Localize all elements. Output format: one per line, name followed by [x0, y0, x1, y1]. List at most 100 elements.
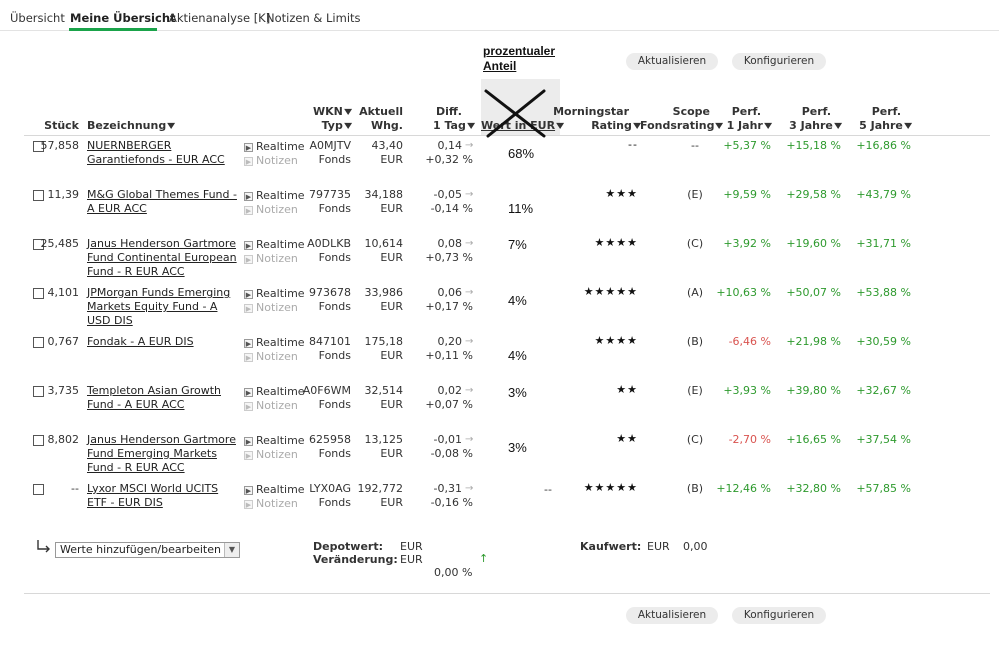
- play-icon: ▶: [244, 500, 253, 509]
- header-divider: [24, 135, 990, 136]
- row-checkbox[interactable]: [33, 141, 44, 152]
- row-diff-abs: 0,06: [437, 286, 463, 299]
- row-whg: EUR: [380, 398, 403, 411]
- configure-button-top[interactable]: Konfigurieren: [732, 53, 826, 70]
- tab-meine-uebersicht[interactable]: Meine Übersicht: [70, 11, 176, 25]
- play-icon: ▶: [244, 388, 253, 397]
- row-checkbox[interactable]: [33, 239, 44, 250]
- fund-name-link[interactable]: NUERNBERGER Garantiefonds - EUR ACC: [87, 139, 225, 166]
- morningstar-rating: ★★: [616, 383, 638, 396]
- header-perf-1[interactable]: Perf.: [731, 105, 761, 118]
- header-bezeichnung[interactable]: Bezeichnung▼: [87, 119, 176, 132]
- play-icon: ▶: [244, 192, 253, 201]
- header-perf-5[interactable]: Perf.: [871, 105, 901, 118]
- return-arrow-icon: [37, 540, 50, 553]
- notizen-link[interactable]: ▶ Notizen: [244, 252, 298, 266]
- row-share-percent: 68%: [508, 146, 535, 161]
- row-diff-abs: 0,20: [437, 335, 463, 348]
- header-diff[interactable]: Diff.: [436, 105, 462, 118]
- row-checkbox[interactable]: [33, 484, 44, 495]
- fund-name-link[interactable]: M&G Global Themes Fund - A EUR ACC: [87, 188, 237, 215]
- header-stueck[interactable]: Stück: [44, 119, 79, 132]
- row-wkn: 797735: [309, 188, 351, 201]
- chevron-down-icon: ▼: [833, 121, 842, 130]
- header-morningstar[interactable]: Morningstar: [553, 105, 629, 118]
- header-perf-5jahre[interactable]: 5 Jahre▼: [859, 119, 912, 132]
- notizen-link[interactable]: ▶ Notizen: [244, 154, 298, 168]
- row-diff-abs: -0,05: [433, 188, 462, 201]
- fund-name-link[interactable]: Lyxor MSCI World UCITS ETF - EUR DIS: [87, 482, 219, 509]
- realtime-link[interactable]: ▶ Realtime: [244, 483, 305, 497]
- arrow-right-icon: →: [465, 140, 474, 151]
- row-aktuell: 192,772: [357, 482, 404, 495]
- fund-name-link[interactable]: Fondak - A EUR DIS: [87, 335, 194, 348]
- realtime-link[interactable]: ▶ Realtime: [244, 336, 305, 350]
- row-typ: Fonds: [318, 447, 351, 460]
- play-icon: ▶: [244, 241, 253, 250]
- header-1tag[interactable]: 1 Tag▼: [432, 119, 475, 132]
- row-aktuell: 33,986: [364, 286, 404, 299]
- realtime-link[interactable]: ▶ Realtime: [244, 140, 305, 154]
- refresh-button-top[interactable]: Aktualisieren: [626, 53, 718, 70]
- header-scope[interactable]: Scope: [672, 105, 710, 118]
- header-aktuell[interactable]: Aktuell: [359, 105, 403, 118]
- realtime-link[interactable]: ▶ Realtime: [244, 238, 305, 252]
- row-typ: Fonds: [318, 202, 351, 215]
- row-typ: Fonds: [318, 496, 351, 509]
- tab-notizen-limits[interactable]: Notizen & Limits: [266, 11, 361, 25]
- add-edit-values-select[interactable]: Werte hinzufügen/bearbeiten ▼: [55, 542, 240, 558]
- configure-button-bottom[interactable]: Konfigurieren: [732, 607, 826, 624]
- realtime-link[interactable]: ▶ Realtime: [244, 189, 305, 203]
- realtime-label: Realtime: [256, 434, 305, 447]
- header-wkn[interactable]: WKN▼: [312, 105, 352, 118]
- realtime-link[interactable]: ▶ Realtime: [244, 434, 305, 448]
- row-checkbox[interactable]: [33, 386, 44, 397]
- fund-name-link[interactable]: Janus Henderson Gartmore Fund Continenta…: [87, 237, 237, 278]
- active-tab-indicator: [69, 28, 157, 31]
- row-checkbox[interactable]: [33, 288, 44, 299]
- annotation-line1: prozentualer: [483, 44, 556, 58]
- perf-3-jahre: +50,07 %: [786, 286, 841, 299]
- depotwert-label: Depotwert:: [313, 540, 383, 553]
- row-checkbox[interactable]: [33, 190, 44, 201]
- header-fondsrating[interactable]: Fondsrating▼: [640, 119, 724, 132]
- row-diff-abs: 0,08: [437, 237, 463, 250]
- scope-rating: (C): [686, 237, 704, 250]
- fund-name-link[interactable]: JPMorgan Funds Emerging Markets Equity F…: [87, 286, 231, 327]
- perf-5-jahre: +30,59 %: [856, 335, 911, 348]
- play-icon: ▶: [244, 451, 253, 460]
- fund-name-link[interactable]: Janus Henderson Gartmore Fund Emerging M…: [87, 433, 236, 474]
- tab-uebersicht[interactable]: Übersicht: [10, 11, 65, 25]
- header-perf-1jahr[interactable]: 1 Jahr▼: [726, 119, 772, 132]
- realtime-link[interactable]: ▶ Realtime: [244, 287, 305, 301]
- realtime-link[interactable]: ▶ Realtime: [244, 385, 305, 399]
- header-rating[interactable]: Rating▼: [591, 119, 641, 132]
- row-whg: EUR: [380, 251, 403, 264]
- row-checkbox[interactable]: [33, 337, 44, 348]
- header-perf-3jahre[interactable]: 3 Jahre▼: [789, 119, 842, 132]
- header-typ[interactable]: Typ▼: [321, 119, 352, 132]
- row-whg: EUR: [380, 153, 403, 166]
- notizen-link[interactable]: ▶ Notizen: [244, 399, 298, 413]
- tab-aktienanalyse[interactable]: Aktienanalyse [K]: [169, 11, 271, 25]
- row-diff-abs: 0,02: [437, 384, 463, 397]
- refresh-button-bottom[interactable]: Aktualisieren: [626, 607, 718, 624]
- row-whg: EUR: [380, 447, 403, 460]
- header-whg[interactable]: Whg.: [370, 119, 403, 132]
- notizen-link[interactable]: ▶ Notizen: [244, 301, 298, 315]
- chevron-down-icon: ▼: [224, 543, 239, 557]
- play-icon: ▶: [244, 255, 253, 264]
- row-share-percent: 4%: [508, 348, 527, 363]
- notizen-link[interactable]: ▶ Notizen: [244, 203, 298, 217]
- notizen-link[interactable]: ▶ Notizen: [244, 497, 298, 511]
- row-whg: EUR: [380, 349, 403, 362]
- row-checkbox[interactable]: [33, 435, 44, 446]
- header-perf-3[interactable]: Perf.: [801, 105, 831, 118]
- row-share-percent: 3%: [508, 440, 527, 455]
- notizen-link[interactable]: ▶ Notizen: [244, 448, 298, 462]
- chevron-down-icon: ▼: [903, 121, 912, 130]
- realtime-label: Realtime: [256, 238, 305, 251]
- row-stueck: 3,735: [47, 384, 80, 397]
- notizen-link[interactable]: ▶ Notizen: [244, 350, 298, 364]
- fund-name-link[interactable]: Templeton Asian Growth Fund - A EUR ACC: [87, 384, 221, 411]
